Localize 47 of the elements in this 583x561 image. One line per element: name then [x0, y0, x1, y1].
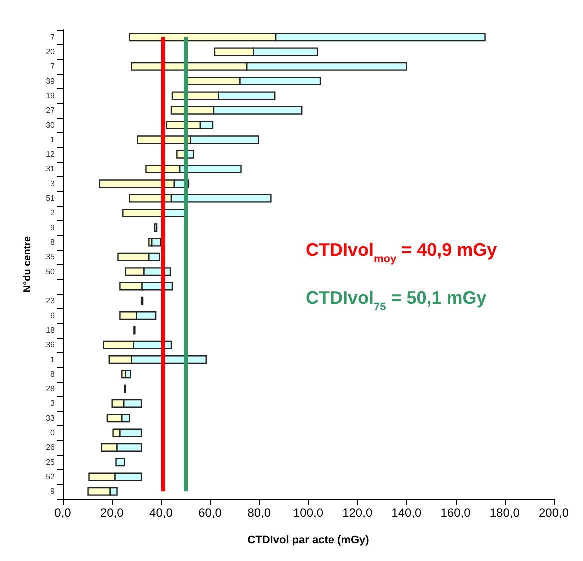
y-tick-label: 30 [46, 120, 56, 130]
y-tick-label: 1 [50, 355, 56, 364]
y-tick-label: 7 [50, 62, 56, 72]
y-tick-label: 1 [50, 135, 56, 144]
y-tick-label: 33 [46, 414, 56, 423]
y-tick-label: 25 [46, 458, 56, 467]
x-tick-label: 80,0 [248, 506, 272, 520]
y-tick-label: 23 [46, 296, 56, 306]
bar [152, 238, 162, 247]
y-tick-label: 8 [50, 238, 56, 248]
y-tick-label: 20 [46, 47, 56, 56]
x-tick-label: 140,0 [392, 506, 422, 520]
y-tick-label: 28 [46, 384, 56, 394]
y-axis-title: N°du centre [22, 236, 34, 293]
y-tick-label: 9 [50, 223, 56, 232]
y-tick-label: 3 [50, 179, 56, 188]
x-tick-label: 200,0 [538, 506, 570, 520]
x-tick-label: 180,0 [490, 506, 520, 520]
x-tick-label: 0,0 [54, 506, 72, 520]
x-tick-label: 160,0 [440, 506, 472, 520]
y-tick-label: 2 [50, 208, 56, 218]
bar [125, 370, 132, 379]
y-tick-label: 8 [50, 370, 56, 379]
y-tick-label: 7 [50, 32, 56, 42]
y-tick-label: 19 [46, 91, 56, 100]
y-tick-label: 9 [50, 487, 56, 496]
x-tick-label: 100,0 [293, 506, 324, 520]
y-tick-label: 36 [46, 340, 56, 350]
bar [116, 458, 126, 467]
y-tick-label: 18 [46, 326, 56, 335]
y-tick-label: 35 [46, 252, 56, 262]
y-tick-label: 27 [46, 106, 56, 116]
x-tick-label: 40,0 [150, 506, 174, 520]
y-tick-label: 26 [46, 443, 56, 452]
y-tick-label: 31 [46, 164, 56, 174]
y-tick-label: 6 [50, 311, 56, 320]
x-axis-title: CTDIvol par acte (mGy) [248, 534, 370, 546]
y-tick-label: 0 [50, 428, 56, 438]
x-tick-label: 20,0 [100, 506, 124, 520]
y-tick-label: 50 [46, 267, 56, 276]
y-tick-label: 39 [46, 76, 56, 86]
y-tick-label: 51 [46, 194, 56, 204]
x-tick-label: 120,0 [342, 506, 373, 520]
y-tick-label: 12 [46, 150, 56, 160]
y-tick-label: 3 [50, 399, 56, 408]
y-tick-label: 52 [46, 472, 56, 482]
x-tick-label: 60,0 [198, 506, 222, 520]
